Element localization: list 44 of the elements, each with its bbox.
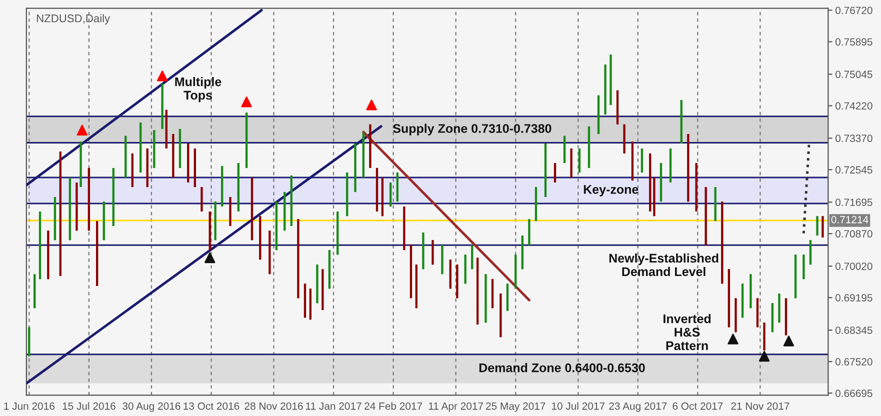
x-tick-label: 28 Nov 2016 (244, 402, 303, 410)
x-tick-label: 23 Aug 2017 (609, 402, 667, 412)
x-tick-label: 21 Nov 2017 (731, 402, 790, 410)
x-tick-label: 13 Oct 2016 (184, 402, 240, 410)
y-tick-label: 0.70870 (835, 230, 872, 238)
band-label: Key-zone (584, 185, 638, 196)
y-tick-label: 0.71695 (835, 198, 872, 206)
annotation: Inverted H&S Pattern (664, 314, 711, 350)
x-tick-label: 25 May 2017 (486, 402, 546, 412)
y-tick-label: 0.73370 (835, 134, 872, 142)
candlestick (816, 215, 818, 236)
x-tick-label: 6 Oct 2017 (672, 402, 723, 410)
point (156, 70, 168, 82)
x-tick-label: 11 Jan 2017 (306, 402, 362, 410)
point (366, 100, 377, 110)
y-tick-label: 0.66695 (835, 390, 872, 397)
point (758, 350, 770, 362)
annotation: Multiple Tops (175, 77, 222, 102)
point (728, 334, 738, 344)
chart-title: NZDUSD,Daily (36, 14, 110, 24)
point (76, 124, 88, 136)
y-tick-label: 0.69195 (835, 294, 872, 302)
x-tick-label: 1 Jun 2016 (4, 402, 54, 410)
point (204, 252, 216, 264)
point (241, 96, 252, 108)
ref-line-label: 0.71214 (831, 216, 868, 224)
y-tick-label: 0.68345 (835, 326, 872, 334)
x-tick-label: 11 Apr 2017 (428, 402, 484, 412)
band-label: Demand Zone 0.6400-0.6530 (479, 363, 645, 372)
point (783, 336, 794, 346)
x-tick-label: 10 Jul 2017 (552, 402, 605, 410)
y-tick-label: 0.75045 (835, 70, 872, 78)
y-tick-label: 0.72545 (835, 166, 872, 174)
y-tick-label: 0.70020 (835, 262, 872, 270)
x-tick-label: 15 Jul 2016 (62, 402, 116, 410)
y-tick-label: 0.75895 (835, 38, 872, 46)
x-tick-label: 30 Aug 2016 (122, 402, 180, 412)
y-tick-label: 0.67520 (835, 358, 872, 366)
ref-line-label: Newly-Established Demand Level (609, 253, 718, 276)
x-tick-label: 24 Feb 2017 (364, 402, 422, 410)
candlestick (554, 162, 556, 184)
y-tick-label: 0.74220 (835, 102, 872, 110)
y-tick-label: 0.76720 (835, 6, 872, 14)
band-label: Supply Zone 0.7310-0.7380 (392, 124, 552, 136)
